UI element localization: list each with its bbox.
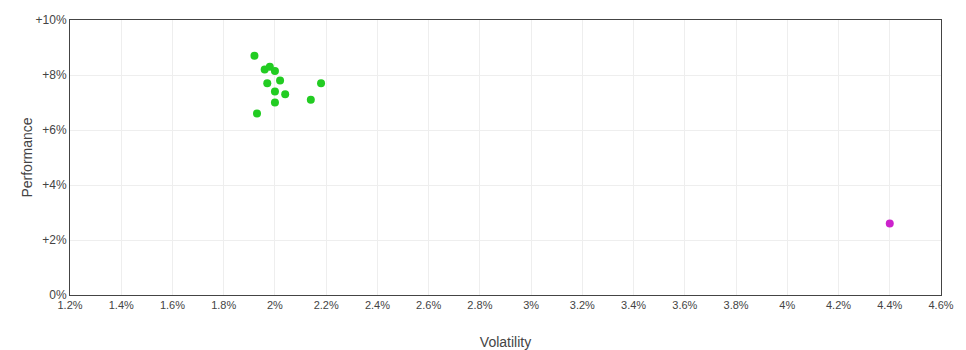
svg-text:3.4%: 3.4% <box>621 299 646 311</box>
svg-text:+2%: +2% <box>42 233 67 247</box>
svg-text:+8%: +8% <box>42 68 67 82</box>
svg-text:3.8%: 3.8% <box>724 299 749 311</box>
svg-text:+6%: +6% <box>42 123 67 137</box>
svg-text:4.6%: 4.6% <box>928 299 953 311</box>
svg-text:1.2%: 1.2% <box>57 299 82 311</box>
svg-text:2.6%: 2.6% <box>416 299 441 311</box>
svg-text:1.8%: 1.8% <box>211 299 236 311</box>
svg-text:2.2%: 2.2% <box>314 299 339 311</box>
svg-text:1.4%: 1.4% <box>109 299 134 311</box>
svg-text:4.2%: 4.2% <box>826 299 851 311</box>
svg-text:1.6%: 1.6% <box>160 299 185 311</box>
svg-text:0%: 0% <box>49 288 67 302</box>
svg-text:Volatility: Volatility <box>480 334 531 350</box>
svg-text:2%: 2% <box>267 299 283 311</box>
svg-text:3.6%: 3.6% <box>672 299 697 311</box>
svg-text:Performance: Performance <box>19 117 35 197</box>
svg-text:3%: 3% <box>523 299 539 311</box>
svg-text:3.2%: 3.2% <box>570 299 595 311</box>
svg-text:+4%: +4% <box>42 178 67 192</box>
svg-text:2.8%: 2.8% <box>467 299 492 311</box>
svg-text:2.4%: 2.4% <box>365 299 390 311</box>
svg-text:4%: 4% <box>779 299 795 311</box>
svg-text:+10%: +10% <box>36 13 67 27</box>
svg-text:4.4%: 4.4% <box>877 299 902 311</box>
